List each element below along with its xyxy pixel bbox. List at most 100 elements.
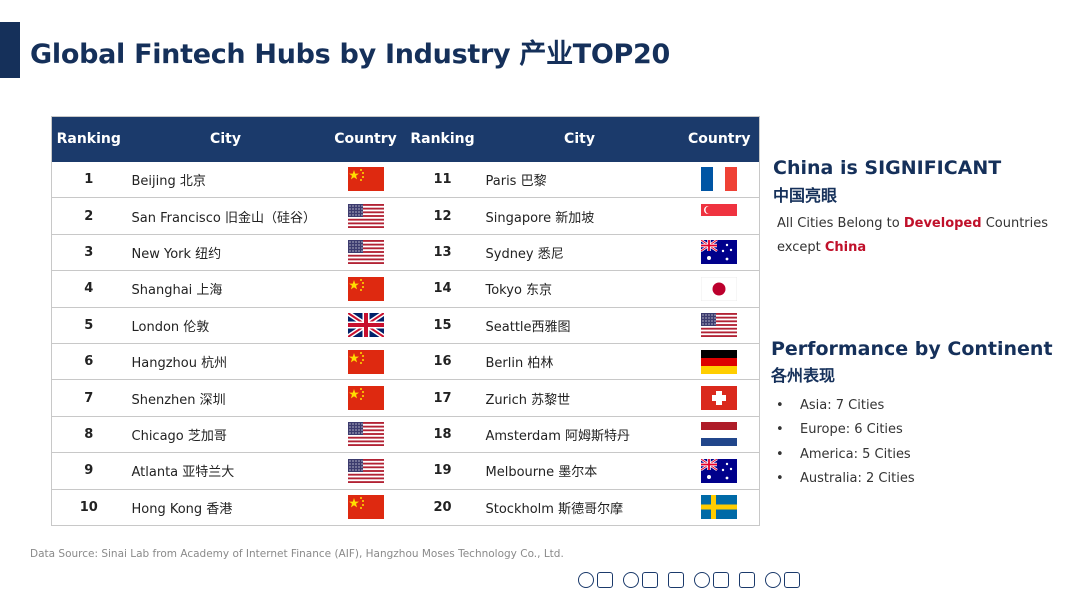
country-cell bbox=[325, 234, 406, 272]
developed-countries-note: All Cities Belong to Developed Countries… bbox=[777, 212, 1067, 260]
table-header-row: Ranking City Country Ranking City Countr… bbox=[51, 116, 760, 162]
rank-cell: 17 bbox=[405, 379, 480, 417]
table-row: 3 New York 纽约 13 Sydney 悉尼 bbox=[51, 234, 760, 272]
city-cell: Zurich 苏黎世 bbox=[479, 379, 680, 417]
rank-cell: 3 bbox=[51, 234, 126, 272]
list-item: • America: 5 Cities bbox=[776, 443, 915, 467]
city-cell: Amsterdam 阿姆斯特丹 bbox=[479, 416, 680, 454]
switzerland-flag-icon bbox=[701, 386, 738, 411]
logo-idr bbox=[739, 571, 755, 589]
usa-flag-icon bbox=[347, 240, 384, 265]
china-flag-icon bbox=[347, 495, 384, 520]
rank-cell: 12 bbox=[405, 197, 480, 235]
china-flag-icon bbox=[347, 349, 384, 374]
rank-cell: 13 bbox=[405, 234, 480, 272]
rank-cell: 9 bbox=[51, 452, 126, 490]
continent-heading-cn: 各州表现 bbox=[771, 366, 836, 385]
city-cell: Sydney 悉尼 bbox=[479, 234, 680, 272]
rank-cell: 5 bbox=[51, 307, 126, 344]
country-cell bbox=[325, 416, 406, 454]
logo-sinai-lab bbox=[668, 571, 684, 589]
uk-flag-icon bbox=[347, 313, 384, 338]
rank-cell: 14 bbox=[405, 270, 480, 308]
china-flag-icon bbox=[347, 386, 384, 411]
city-cell: Paris 巴黎 bbox=[479, 161, 680, 199]
bullet: • bbox=[776, 446, 784, 462]
bullet: • bbox=[776, 470, 784, 486]
australia-flag-icon bbox=[701, 458, 738, 483]
continent-heading: Performance by Continent bbox=[771, 338, 1053, 360]
china-significant-heading: China is SIGNIFICANT bbox=[773, 157, 1002, 179]
country-cell bbox=[679, 452, 760, 490]
table-row: 9 Atlanta 亚特兰大 19 Melbourne 墨尔本 bbox=[51, 452, 760, 490]
col-header-country-left: Country bbox=[325, 116, 406, 162]
city-cell: Hong Kong 香港 bbox=[131, 501, 233, 517]
germany-flag-icon bbox=[701, 349, 738, 374]
city-cell: Shenzhen 深圳 bbox=[125, 379, 326, 417]
city-cell: Beijing 北京 bbox=[125, 161, 326, 199]
note-developed: Developed bbox=[903, 216, 982, 231]
rank-cell: 2 bbox=[51, 197, 126, 235]
city-cell: Melbourne 墨尔本 bbox=[479, 452, 680, 490]
continent-europe: Europe: 6 Cities bbox=[800, 422, 903, 438]
sweden-flag-icon bbox=[701, 495, 738, 520]
city-cell: London 伦敦 bbox=[125, 307, 326, 344]
table-row: 6 Hangzhou 杭州 16 Berlin 柏林 bbox=[51, 343, 760, 381]
page-title: Global Fintech Hubs by Industry 产业TOP20 bbox=[30, 39, 671, 70]
note-text-c: Countries except bbox=[777, 216, 1049, 255]
country-cell bbox=[325, 161, 406, 199]
rank-cell: 6 bbox=[51, 343, 126, 381]
rank-cell: 7 bbox=[51, 379, 126, 417]
bullet: • bbox=[776, 398, 784, 413]
table-row: 2 San Francisco 旧金山（硅谷） 12 Singapore 新加坡 bbox=[51, 197, 760, 235]
country-cell bbox=[679, 161, 760, 199]
logo-zju-ibs bbox=[694, 571, 729, 589]
continent-america: America: 5 Cities bbox=[800, 446, 911, 462]
city-cell: Hangzhou 杭州 bbox=[125, 343, 326, 381]
continent-asia: Asia: 7 Cities bbox=[800, 398, 885, 413]
rank-cell: 15 bbox=[405, 307, 480, 344]
table-row: 4 Shanghai 上海 14 Tokyo 东京 bbox=[51, 270, 760, 308]
rank-cell: 11 bbox=[405, 161, 480, 199]
bullet: • bbox=[776, 422, 784, 438]
table-row: 1 Beijing 北京 11 Paris 巴黎 bbox=[51, 161, 760, 199]
list-item: • Australia: 2 Cities bbox=[776, 467, 915, 491]
rank-cell: 10 bbox=[79, 499, 98, 515]
country-cell bbox=[325, 197, 406, 235]
city-cell: Berlin 柏林 bbox=[479, 343, 680, 381]
logo-zhejiang-finance bbox=[765, 571, 800, 589]
city-cell: Stockholm 斯德哥尔摩 bbox=[485, 501, 624, 517]
rank-cell: 1 bbox=[51, 161, 126, 199]
country-cell bbox=[679, 307, 760, 344]
country-cell bbox=[679, 343, 760, 381]
country-cell bbox=[325, 343, 406, 381]
rank-cell: 16 bbox=[405, 343, 480, 381]
rank-cell: 8 bbox=[51, 416, 126, 454]
country-cell bbox=[679, 197, 760, 235]
china-flag-icon bbox=[347, 276, 384, 301]
city-cell: Atlanta 亚特兰大 bbox=[125, 452, 326, 490]
country-cell bbox=[326, 489, 406, 525]
data-source-note: Data Source: Sinai Lab from Academy of I… bbox=[30, 548, 564, 560]
country-cell bbox=[680, 489, 760, 525]
col-header-city-right: City bbox=[479, 116, 680, 162]
table-row: 10 Hong Kong 香港 20 Stockholm 斯德哥尔摩 bbox=[52, 489, 760, 525]
rank-cell: 18 bbox=[405, 416, 480, 454]
city-cell: San Francisco 旧金山（硅谷） bbox=[125, 197, 326, 235]
table-row: 5 London 伦敦 15 Seattle西雅图 bbox=[51, 307, 760, 344]
singapore-flag-icon bbox=[701, 204, 738, 229]
logo-first bbox=[578, 571, 613, 589]
china-significant-heading-cn: 中国亮眼 bbox=[773, 186, 838, 205]
city-cell: Chicago 芝加哥 bbox=[125, 416, 326, 454]
city-cell: Seattle西雅图 bbox=[479, 307, 680, 344]
country-cell bbox=[679, 379, 760, 417]
table-row: 8 Chicago 芝加哥 18 Amsterdam 阿姆斯特丹 bbox=[51, 416, 760, 454]
country-cell bbox=[325, 452, 406, 490]
country-cell bbox=[325, 379, 406, 417]
col-header-ranking-left: Ranking bbox=[51, 116, 126, 162]
city-cell: Singapore 新加坡 bbox=[479, 197, 680, 235]
country-cell bbox=[679, 270, 760, 308]
col-header-country-right: Country bbox=[679, 116, 760, 162]
col-header-ranking-right: Ranking bbox=[405, 116, 480, 162]
partner-logos bbox=[578, 569, 800, 591]
